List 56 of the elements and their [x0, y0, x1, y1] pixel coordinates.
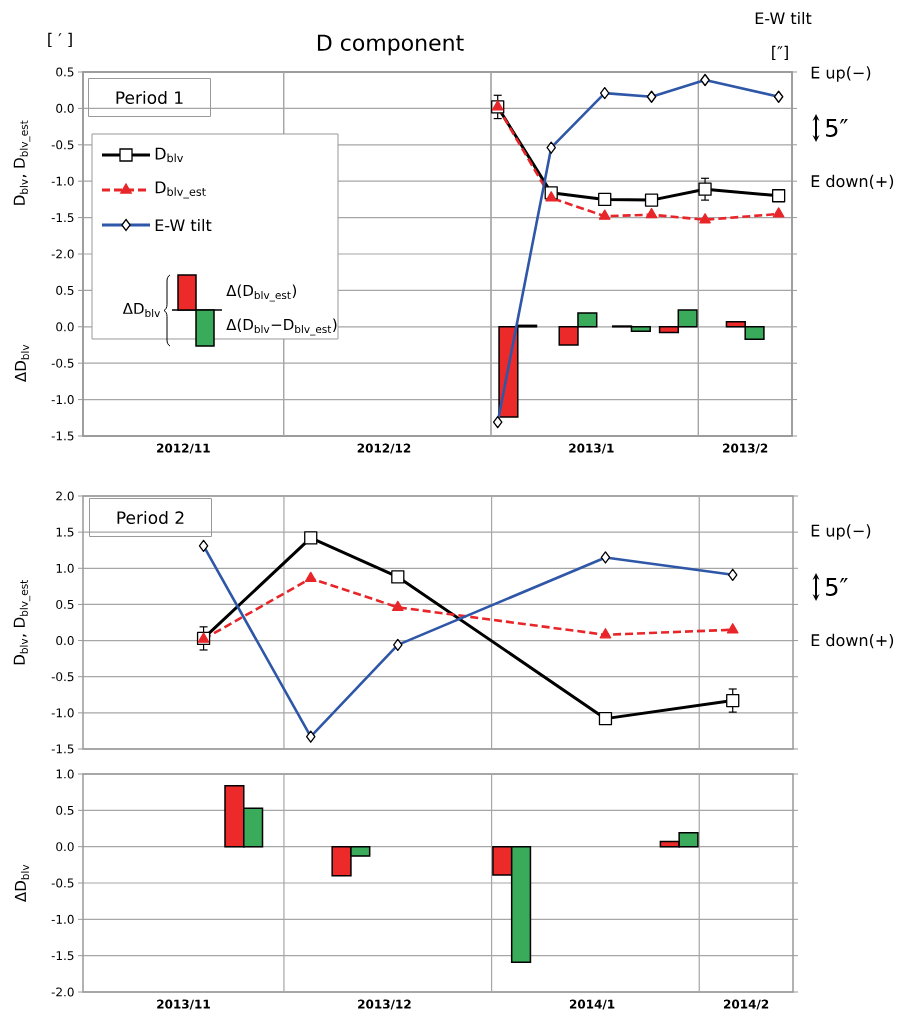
y-tick-label: 0.5: [56, 285, 74, 295]
y-axis-title: D$_{blv}$, D$_{blv_est}$: [13, 579, 31, 665]
legend-label: D$_{blv_est}$: [155, 181, 206, 199]
legend-label: Δ(D$_{blv}$−D$_{blv_est}$): [226, 318, 337, 336]
y-tick-label: -0.5: [51, 672, 74, 682]
text: E-W tilt: [755, 11, 812, 25]
y-tick-label: -1.0: [51, 708, 74, 718]
legend-label: D$_{blv}$: [155, 147, 184, 163]
x-tick-label: 2012/12: [357, 443, 411, 454]
y-tick-label: -1.5: [51, 431, 74, 441]
text: E down(+): [811, 174, 894, 190]
y-tick-label: -0.5: [51, 358, 74, 368]
x-tick-label: 2013/1: [569, 443, 614, 454]
y-axis-title: D$_{blv}$, D$_{blv_est}$: [13, 120, 31, 205]
legend-label: E-W tilt: [155, 218, 212, 232]
x-tick-label: 2013/11: [157, 999, 210, 1010]
text: [ ′ ]: [48, 32, 72, 48]
y-tick-label: 0.0: [56, 322, 74, 332]
y-tick-label: -0.5: [51, 140, 74, 150]
y-axis-title: ΔD$_{blv}$: [14, 864, 30, 902]
y-tick-label: -1.0: [51, 176, 74, 186]
annotation: Period 1: [116, 90, 183, 105]
legend-label: Δ(D$_{blv_est}$): [226, 284, 297, 302]
y-tick-label: 1.0: [56, 769, 74, 779]
y-tick-label: 0.0: [56, 636, 74, 646]
text: 5″: [826, 119, 848, 137]
text: 5″: [826, 578, 848, 596]
y-tick-label: 0.0: [56, 842, 74, 852]
text: E down(+): [811, 633, 894, 649]
y-tick-label: 0.0: [56, 103, 74, 113]
y-tick-label: -0.5: [51, 878, 74, 888]
y-axis-title: ΔD$_{blv}$: [122, 302, 160, 318]
y-tick-label: 0.5: [56, 67, 74, 77]
x-tick-label: 2013/12: [358, 999, 411, 1010]
text: [″]: [772, 45, 788, 61]
text: ΔD$_{blv}$: [14, 344, 30, 382]
y-tick-label: -1.0: [51, 395, 74, 405]
x-tick-label: 2014/1: [569, 999, 615, 1010]
y-tick-label: -1.5: [51, 744, 74, 754]
y-tick-label: 0.5: [56, 805, 74, 815]
y-tick-label: 2.0: [56, 491, 74, 501]
y-tick-label: 1.0: [56, 563, 74, 573]
y-tick-label: -1.0: [51, 914, 74, 924]
text: E up(−): [811, 524, 871, 540]
text: E up(−): [811, 66, 871, 82]
x-tick-label: 2012/11: [157, 443, 210, 454]
y-tick-label: -2.0: [51, 987, 74, 997]
y-tick-label: -1.5: [51, 213, 74, 223]
annotation: Period 2: [117, 510, 184, 525]
y-tick-label: -2.0: [51, 249, 74, 259]
x-tick-label: 2014/2: [724, 999, 769, 1010]
y-tick-label: 0.5: [56, 599, 74, 609]
y-tick-label: 1.5: [56, 527, 74, 537]
y-tick-label: -1.5: [51, 951, 74, 961]
x-tick-label: 2013/2: [723, 443, 768, 454]
chart-title: D component: [317, 34, 464, 56]
